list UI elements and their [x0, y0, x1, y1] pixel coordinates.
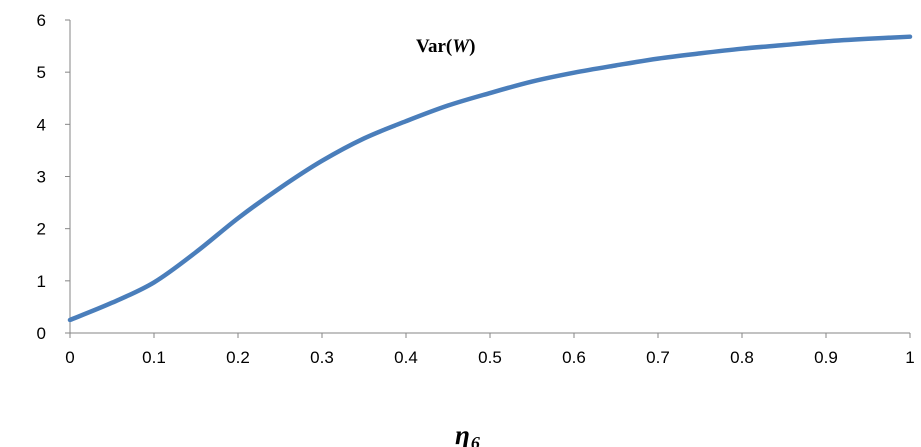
y-tick-labels-group: 0 1 2 3 4 5 6 — [37, 11, 46, 343]
y-tick-label: 1 — [37, 272, 46, 291]
x-axis-title-subscript: 6 — [471, 433, 480, 447]
axes-group — [69, 20, 910, 334]
y-tick-label: 4 — [37, 115, 46, 134]
series-label-suffix: ) — [469, 36, 475, 57]
x-tick-label: 0.7 — [646, 348, 670, 367]
x-tick-label: 0.2 — [226, 348, 250, 367]
x-tick-label: 0.6 — [562, 348, 586, 367]
x-tick-label: 0.5 — [478, 348, 502, 367]
y-ticks-group — [65, 19, 70, 334]
series-label: Var(W) — [416, 36, 475, 57]
x-tick-label: 0 — [65, 348, 74, 367]
x-tick-label: 0.9 — [814, 348, 838, 367]
y-tick-label: 2 — [37, 220, 46, 239]
y-tick-label: 6 — [37, 11, 46, 30]
series-line-var-w — [67, 34, 913, 323]
x-axis-title-symbol: η — [455, 420, 470, 447]
y-tick-label: 0 — [37, 324, 46, 343]
y-tick-label: 3 — [37, 168, 46, 187]
x-tick-label: 0.8 — [730, 348, 754, 367]
y-tick-label: 5 — [37, 63, 46, 82]
series-label-prefix: Var( — [416, 36, 452, 57]
x-tick-label: 0.3 — [310, 348, 334, 367]
x-tick-labels-group: 0 0.1 0.2 0.3 0.4 0.5 0.6 0.7 0.8 0.9 1 — [65, 348, 914, 367]
series-label-variable: W — [452, 36, 470, 57]
x-tick-label: 1 — [905, 348, 914, 367]
x-tick-label: 0.1 — [142, 348, 166, 367]
x-tick-label: 0.4 — [394, 348, 418, 367]
x-axis-title: η6 — [455, 420, 480, 447]
x-ticks-group — [69, 333, 911, 338]
